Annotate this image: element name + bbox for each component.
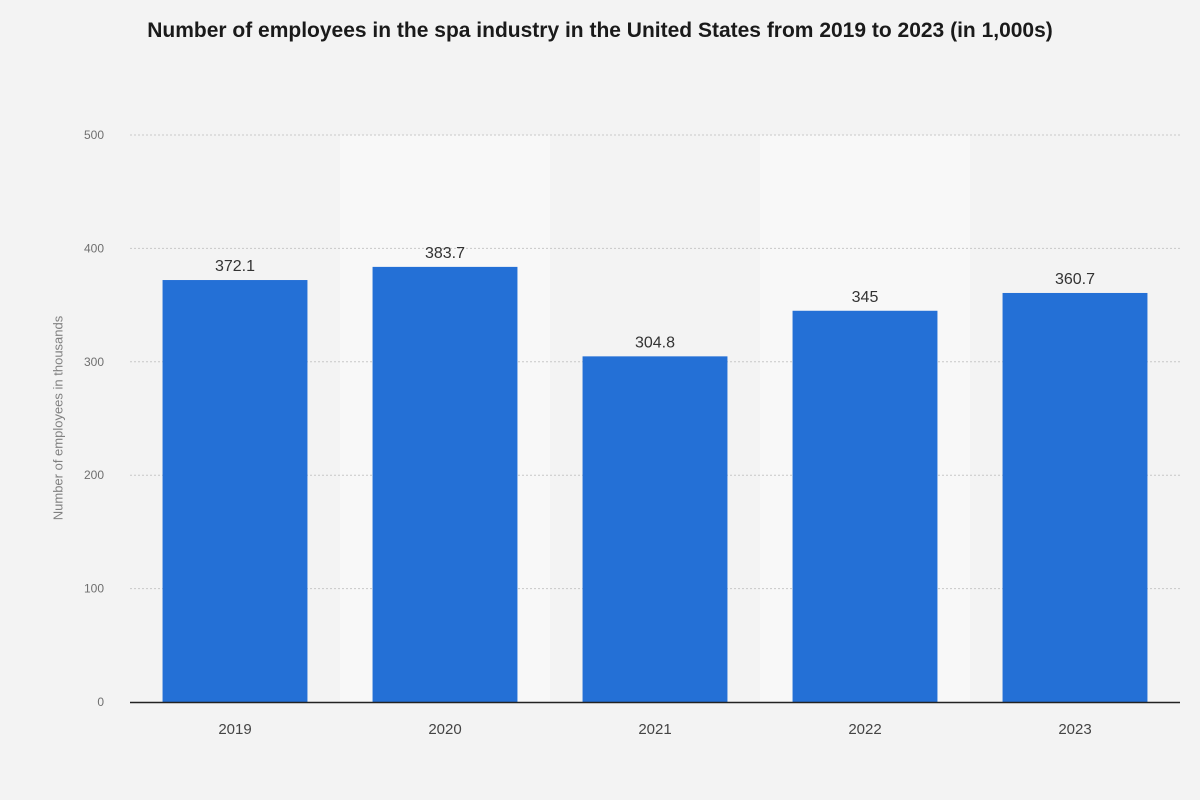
chart-title: Number of employees in the spa industry … bbox=[147, 19, 1053, 42]
x-tick-labels: 2019 2020 2021 2022 2023 bbox=[218, 721, 1091, 738]
bar-2022[interactable] bbox=[792, 310, 938, 702]
data-label-2021: 304.8 bbox=[635, 334, 675, 351]
bar-2020[interactable] bbox=[372, 266, 518, 702]
x-tick-label-2022: 2022 bbox=[848, 721, 881, 738]
x-tick-label-2023: 2023 bbox=[1058, 721, 1091, 738]
data-label-2023: 360.7 bbox=[1055, 271, 1095, 288]
bar-2021[interactable] bbox=[582, 356, 728, 702]
x-tick-label-2021: 2021 bbox=[638, 721, 671, 738]
y-tick-label: 500 bbox=[84, 128, 104, 142]
y-tick-labels: 0 100 200 300 400 500 bbox=[84, 128, 104, 709]
bars bbox=[162, 266, 1148, 702]
y-tick-label: 400 bbox=[84, 241, 104, 255]
bar-2019[interactable] bbox=[162, 280, 308, 702]
y-tick-label: 300 bbox=[84, 355, 104, 369]
y-tick-label: 0 bbox=[97, 695, 104, 709]
y-tick-label: 200 bbox=[84, 468, 104, 482]
y-tick-label: 100 bbox=[84, 582, 104, 596]
data-label-2022: 345 bbox=[852, 289, 879, 306]
data-label-2020: 383.7 bbox=[425, 245, 465, 262]
x-tick-label-2019: 2019 bbox=[218, 721, 251, 738]
data-label-2019: 372.1 bbox=[215, 258, 255, 275]
x-tick-label-2020: 2020 bbox=[428, 721, 461, 738]
bar-2023[interactable] bbox=[1002, 292, 1148, 702]
value-labels: 372.1 383.7 304.8 345 360.7 bbox=[215, 245, 1095, 351]
